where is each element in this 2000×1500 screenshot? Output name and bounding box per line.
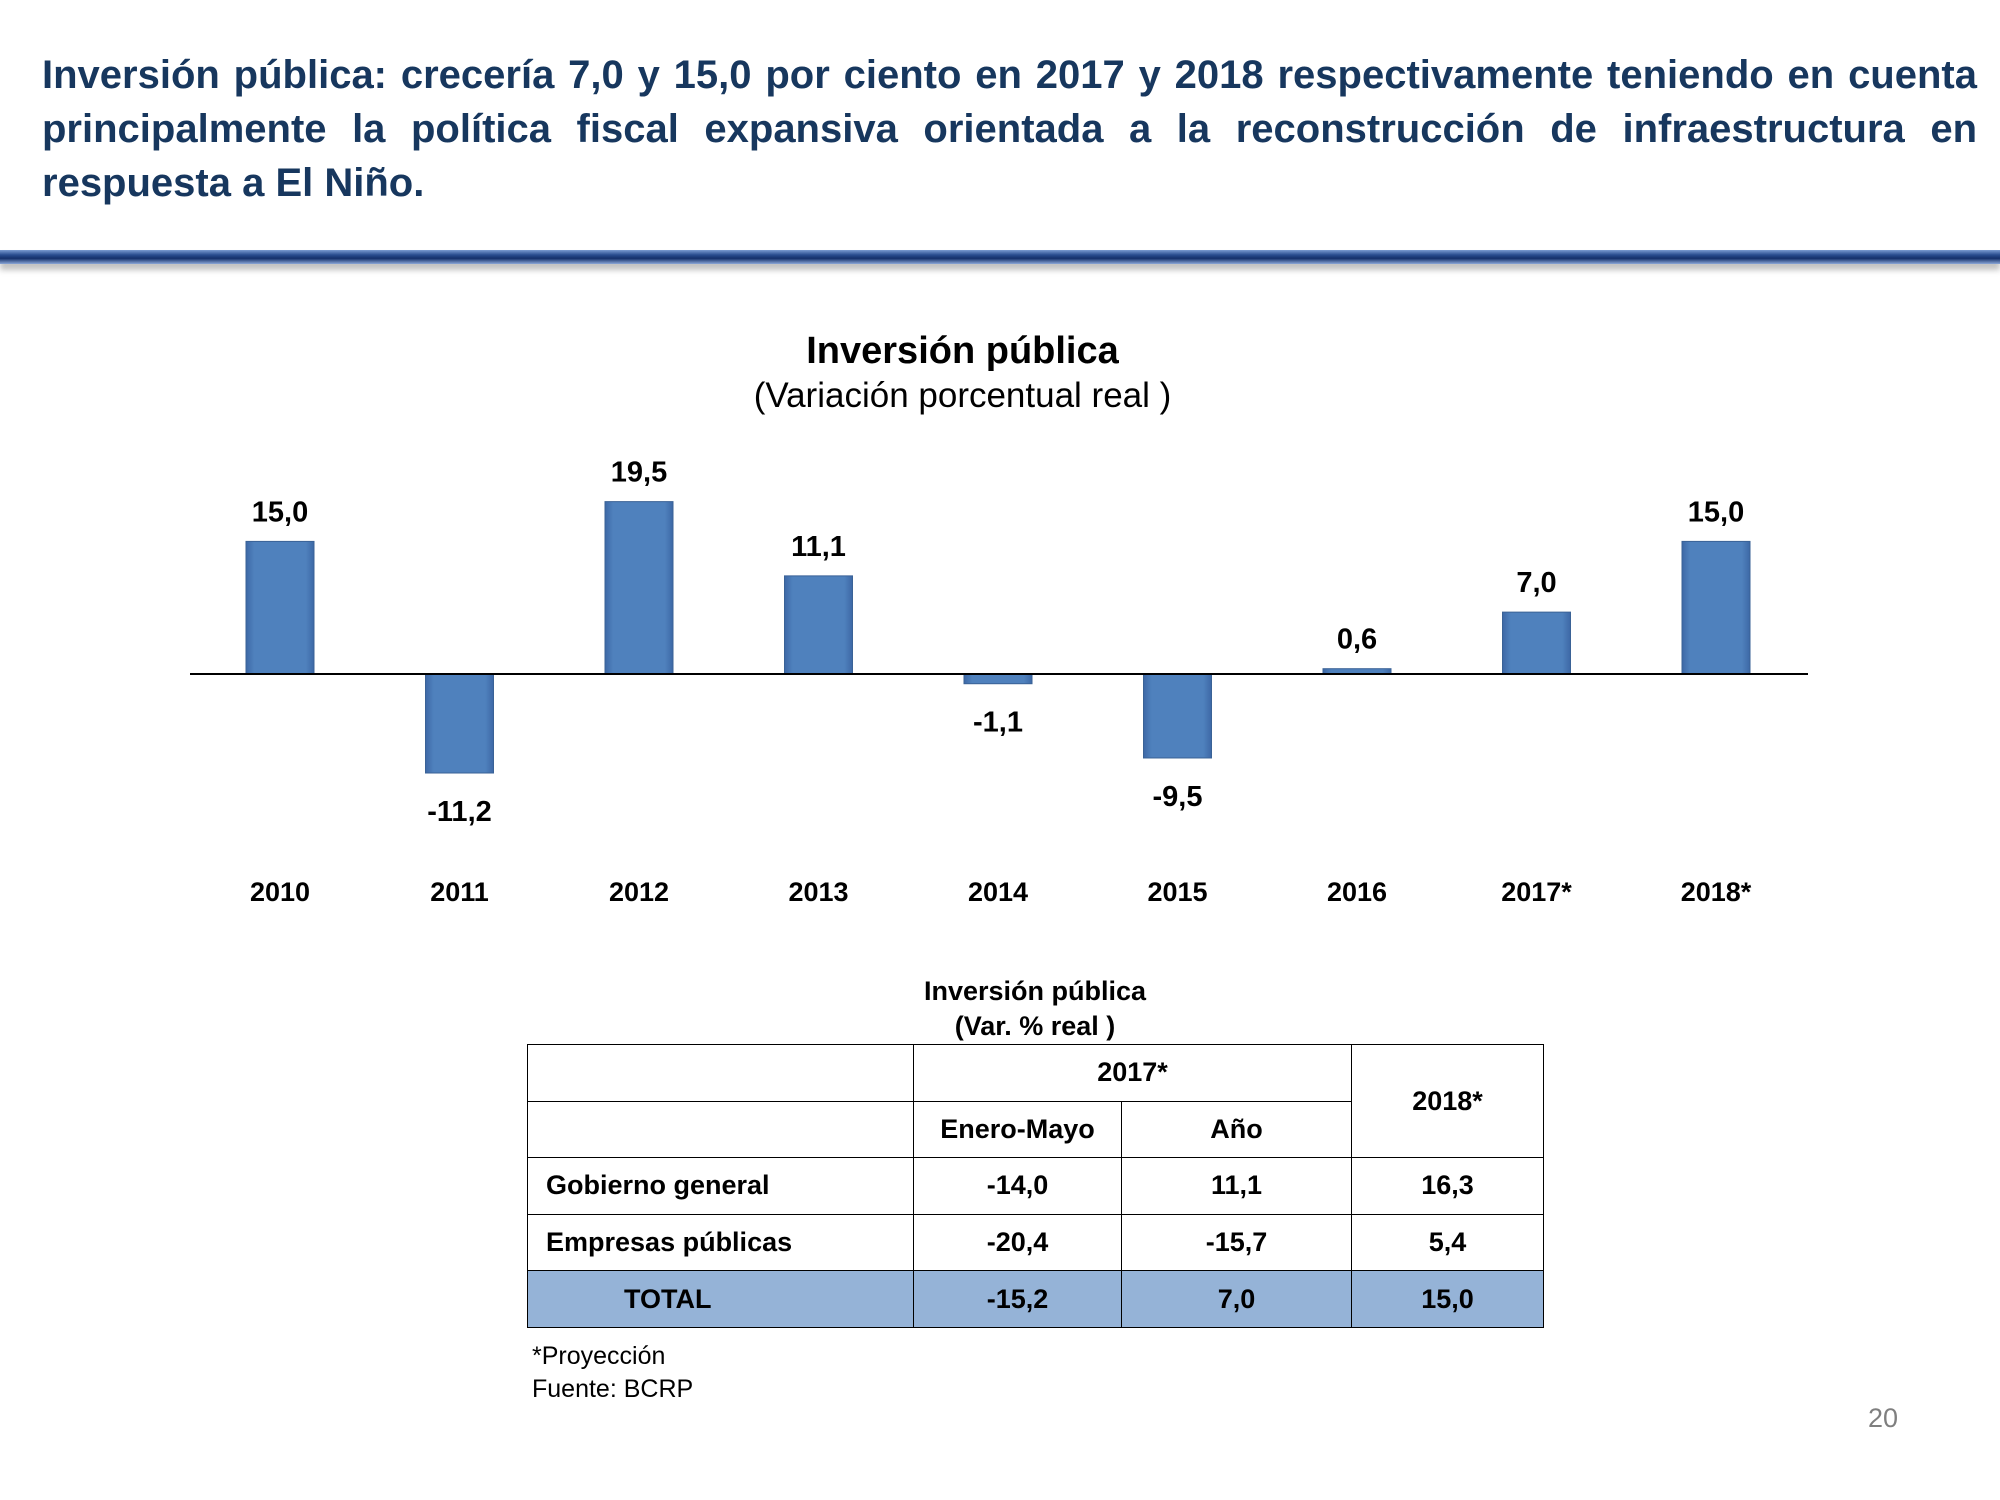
x-tick-label: 2016 — [1327, 877, 1387, 907]
x-tick-label: 2010 — [250, 877, 310, 907]
chart-subtitle: (Variación porcentual real ) — [753, 376, 1172, 415]
cell-value: 5,4 — [1351, 1213, 1545, 1272]
cell-value: 16,3 — [1351, 1157, 1545, 1215]
x-tick-label: 2015 — [1147, 877, 1207, 907]
header-divider — [0, 250, 2000, 264]
subheader-ano: Año — [1120, 1100, 1353, 1159]
data-label: -1,1 — [973, 707, 1023, 739]
bar-2014 — [963, 673, 1033, 685]
cell-value: -15,7 — [1120, 1213, 1353, 1272]
cell-value: -14,0 — [913, 1157, 1122, 1215]
cell-value: -15,2 — [913, 1270, 1122, 1328]
header-empty-cell — [527, 1044, 914, 1102]
table-row: Empresas públicas -20,4 -15,7 5,4 — [527, 1213, 1545, 1272]
x-tick-label: 2012 — [609, 877, 669, 907]
table-title: Inversión pública — [923, 976, 1147, 1006]
bar-2015 — [1143, 673, 1212, 759]
bar-2018 — [1681, 540, 1751, 675]
table-subheader-row: Enero-Mayo Año — [527, 1100, 1544, 1159]
bar-2010 — [245, 540, 315, 675]
table-row: Gobierno general -14,0 11,1 16,3 — [527, 1157, 1545, 1215]
data-label: 15,0 — [252, 496, 308, 528]
source-note: Fuente: BCRP — [532, 1375, 694, 1403]
x-tick-label: 2011 — [430, 877, 489, 907]
x-tick-label: 2013 — [788, 877, 848, 907]
cell-value: -20,4 — [913, 1213, 1122, 1272]
cell-value: 11,1 — [1120, 1157, 1353, 1215]
slide-headline: Inversión pública: crecería 7,0 y 15,0 p… — [42, 53, 1977, 205]
bar-2017 — [1502, 611, 1571, 675]
row-label: Empresas públicas — [527, 1213, 914, 1272]
x-tick-label: 2017* — [1501, 877, 1572, 907]
data-label: -11,2 — [427, 796, 492, 828]
cell-value: 15,0 — [1351, 1270, 1545, 1328]
investment-table: 2017* 2018* Enero-Mayo Año Gobierno gene… — [527, 1043, 1545, 1328]
data-label: 15,0 — [1688, 496, 1744, 528]
data-label: -9,5 — [1153, 781, 1203, 813]
header-2018: 2018* — [1351, 1043, 1545, 1159]
bar-2011 — [425, 673, 494, 774]
cell-value: 7,0 — [1120, 1270, 1353, 1328]
x-tick-label: 2018* — [1681, 877, 1752, 907]
subheader-enero-mayo: Enero-Mayo — [913, 1100, 1122, 1159]
data-label: 11,1 — [791, 531, 846, 563]
subheader-empty-cell — [527, 1100, 914, 1159]
table-total-row: TOTAL -15,2 7,0 15,0 — [527, 1270, 1545, 1328]
data-label: 19,5 — [611, 457, 667, 489]
table-subtitle: (Var. % real ) — [954, 1011, 1116, 1041]
header-2017: 2017* — [912, 1044, 1353, 1102]
bar-2013 — [784, 575, 853, 675]
row-label: TOTAL — [527, 1270, 914, 1328]
bar-2012 — [604, 501, 674, 675]
x-tick-label: 2014 — [968, 877, 1028, 907]
data-label: 0,6 — [1337, 624, 1377, 656]
page-number: 20 — [1868, 1403, 1899, 1433]
chart-title: Inversión pública — [806, 330, 1119, 372]
bar-chart: 15,0 2010 -11,2 2011 19,5 2012 11,1 2013 -1,1 201… — [190, 457, 1808, 907]
table-header-row: 2017* 2018* — [527, 1043, 1545, 1159]
row-label: Gobierno general — [527, 1157, 914, 1215]
data-label: 7,0 — [1516, 567, 1556, 599]
footnote: *Proyección — [532, 1342, 666, 1370]
